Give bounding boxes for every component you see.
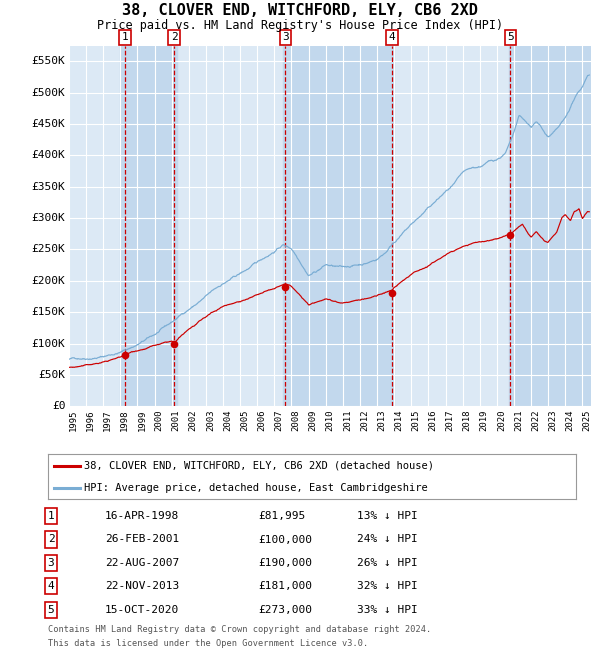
- Text: 1996: 1996: [86, 410, 95, 431]
- Text: £273,000: £273,000: [258, 604, 312, 615]
- Text: 2023: 2023: [548, 410, 557, 431]
- Text: 2014: 2014: [394, 410, 403, 431]
- Text: 1: 1: [47, 511, 55, 521]
- Text: 32% ↓ HPI: 32% ↓ HPI: [357, 581, 418, 592]
- Text: 2007: 2007: [274, 410, 283, 431]
- Text: 5: 5: [507, 32, 514, 42]
- Text: 2021: 2021: [514, 410, 523, 431]
- Text: 2: 2: [47, 534, 55, 545]
- Text: 2011: 2011: [343, 410, 352, 431]
- Text: 2022: 2022: [531, 410, 540, 431]
- Text: 3: 3: [282, 32, 289, 42]
- Text: 4: 4: [389, 32, 395, 42]
- Text: 2019: 2019: [480, 410, 489, 431]
- Text: 2: 2: [171, 32, 178, 42]
- Text: 22-AUG-2007: 22-AUG-2007: [105, 558, 179, 568]
- Text: £400K: £400K: [32, 150, 65, 161]
- Text: 2004: 2004: [223, 410, 232, 431]
- Text: £100,000: £100,000: [258, 534, 312, 545]
- Text: 2006: 2006: [257, 410, 266, 431]
- Text: 2016: 2016: [428, 410, 437, 431]
- Text: 22-NOV-2013: 22-NOV-2013: [105, 581, 179, 592]
- Text: £200K: £200K: [32, 276, 65, 286]
- Text: £50K: £50K: [38, 370, 65, 380]
- Text: 2009: 2009: [308, 410, 317, 431]
- Text: 13% ↓ HPI: 13% ↓ HPI: [357, 511, 418, 521]
- Text: 2013: 2013: [377, 410, 386, 431]
- Text: £0: £0: [52, 401, 65, 411]
- Text: £81,995: £81,995: [258, 511, 305, 521]
- Text: 2024: 2024: [565, 410, 574, 431]
- Text: 2020: 2020: [497, 410, 506, 431]
- Text: 5: 5: [47, 604, 55, 615]
- Text: £250K: £250K: [32, 244, 65, 254]
- Text: 2012: 2012: [360, 410, 369, 431]
- Text: 16-APR-1998: 16-APR-1998: [105, 511, 179, 521]
- Text: 1995: 1995: [69, 410, 78, 431]
- Text: This data is licensed under the Open Government Licence v3.0.: This data is licensed under the Open Gov…: [48, 639, 368, 648]
- Text: 1997: 1997: [103, 410, 112, 431]
- Text: 2015: 2015: [411, 410, 420, 431]
- Text: 2017: 2017: [446, 410, 455, 431]
- Text: 1998: 1998: [121, 410, 130, 431]
- Text: £181,000: £181,000: [258, 581, 312, 592]
- Text: 2008: 2008: [292, 410, 301, 431]
- Bar: [509, 46, 591, 406]
- Text: 2005: 2005: [240, 410, 249, 431]
- Text: 38, CLOVER END, WITCHFORD, ELY, CB6 2XD (detached house): 38, CLOVER END, WITCHFORD, ELY, CB6 2XD …: [84, 461, 434, 471]
- Text: 2010: 2010: [326, 410, 335, 431]
- Text: HPI: Average price, detached house, East Cambridgeshire: HPI: Average price, detached house, East…: [84, 484, 428, 493]
- Text: 2000: 2000: [155, 410, 164, 431]
- Text: £450K: £450K: [32, 119, 65, 129]
- Text: 2003: 2003: [206, 410, 215, 431]
- Text: 2025: 2025: [583, 410, 592, 431]
- Bar: [121, 46, 177, 406]
- Text: Price paid vs. HM Land Registry's House Price Index (HPI): Price paid vs. HM Land Registry's House …: [97, 20, 503, 32]
- Text: 2001: 2001: [172, 410, 181, 431]
- Text: 1: 1: [122, 32, 128, 42]
- Text: £190,000: £190,000: [258, 558, 312, 568]
- Text: 4: 4: [47, 581, 55, 592]
- Text: £500K: £500K: [32, 88, 65, 97]
- Text: 2018: 2018: [463, 410, 472, 431]
- Text: £300K: £300K: [32, 213, 65, 223]
- Text: 26-FEB-2001: 26-FEB-2001: [105, 534, 179, 545]
- Text: 38, CLOVER END, WITCHFORD, ELY, CB6 2XD: 38, CLOVER END, WITCHFORD, ELY, CB6 2XD: [122, 3, 478, 18]
- Text: £350K: £350K: [32, 181, 65, 192]
- Text: Contains HM Land Registry data © Crown copyright and database right 2024.: Contains HM Land Registry data © Crown c…: [48, 625, 431, 634]
- Text: 2002: 2002: [189, 410, 198, 431]
- Text: £550K: £550K: [32, 56, 65, 66]
- Text: 1999: 1999: [137, 410, 146, 431]
- Text: 3: 3: [47, 558, 55, 568]
- Bar: [283, 46, 394, 406]
- Text: £150K: £150K: [32, 307, 65, 317]
- Text: 33% ↓ HPI: 33% ↓ HPI: [357, 604, 418, 615]
- Text: £100K: £100K: [32, 339, 65, 348]
- Text: 15-OCT-2020: 15-OCT-2020: [105, 604, 179, 615]
- Text: 24% ↓ HPI: 24% ↓ HPI: [357, 534, 418, 545]
- Text: 26% ↓ HPI: 26% ↓ HPI: [357, 558, 418, 568]
